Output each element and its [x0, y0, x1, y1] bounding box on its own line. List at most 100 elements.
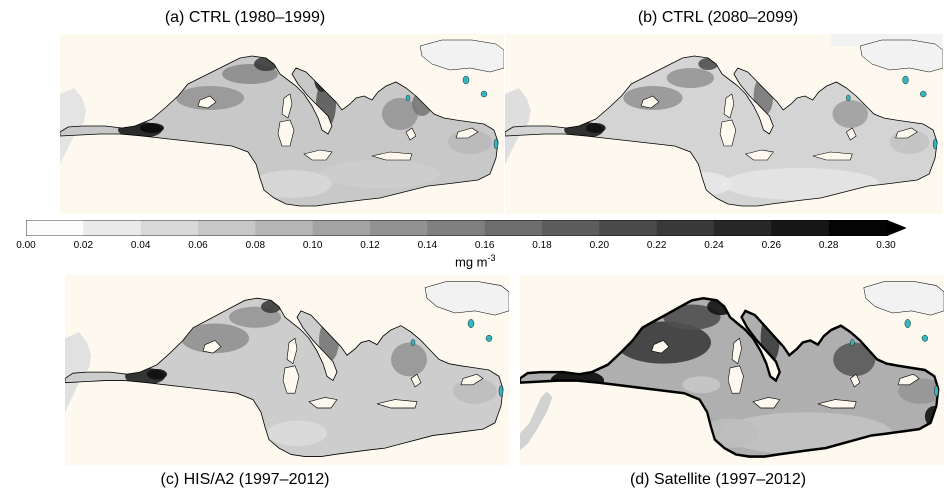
lake [480, 90, 488, 98]
black-sea [863, 281, 944, 316]
chlorophyll-patch [252, 170, 332, 198]
colorbar-swatch [370, 220, 428, 236]
atlantic-ocean [60, 88, 86, 164]
lake [920, 90, 927, 98]
map-panel-c [65, 275, 509, 465]
coastline [520, 296, 940, 458]
colorbar-frame [26, 220, 906, 236]
chlorophyll-patch [147, 368, 167, 380]
colorbar-unit-label: mg m-3 [455, 253, 496, 269]
chlorophyll-patch [285, 416, 425, 451]
colorbar-swatch [26, 220, 84, 236]
chlorophyll-patch [140, 123, 164, 133]
panel-d-title: (d) Satellite (1997–2012) [629, 471, 807, 488]
lake [934, 385, 939, 397]
lake [485, 334, 493, 342]
colorbar-tick-label: 0.04 [130, 240, 151, 251]
island [308, 397, 338, 409]
map-panel-d [520, 275, 944, 465]
colorbar [26, 220, 906, 236]
colorbar-swatch [828, 220, 887, 236]
panel-c-title: (c) HIS/A2 (1997–2012) [160, 471, 330, 488]
colorbar-tick-label: 0.24 [704, 240, 724, 251]
lake [850, 339, 855, 346]
island [850, 373, 861, 388]
island [727, 365, 744, 394]
island [897, 373, 920, 386]
island [303, 149, 333, 161]
panel-b-title: (b) CTRL (2080–2099) [637, 9, 799, 26]
island [752, 397, 781, 409]
colorbar-swatch [83, 220, 142, 236]
island [197, 95, 217, 109]
colorbar-swatch [599, 220, 658, 236]
colorbar-tick-label: 0.20 [589, 240, 610, 251]
chlorophyll-patch [666, 68, 715, 88]
lake [921, 334, 928, 342]
coastline [60, 55, 499, 207]
lake [410, 339, 416, 346]
island [376, 399, 418, 409]
map-a-svg [60, 34, 504, 214]
colorbar-tick-label: 0.08 [245, 240, 266, 251]
colorbar-tick-label: 0.30 [876, 240, 896, 251]
black-sea [419, 39, 504, 73]
black-sea [424, 281, 509, 316]
map-panel-a [60, 34, 504, 214]
lake [846, 94, 851, 102]
island [202, 340, 222, 354]
lake [462, 75, 470, 85]
map-panel-b [505, 34, 943, 214]
island [410, 373, 422, 388]
island [455, 127, 479, 139]
colorbar-swatch [542, 220, 600, 236]
colorbar-tick-label: 0.16 [474, 240, 495, 251]
chlorophyll-patch [832, 100, 869, 128]
colorbar-tick-label: 0.02 [73, 240, 94, 251]
chlorophyll-patch [722, 168, 880, 200]
colorbar-swatch [714, 220, 772, 236]
black-sea [859, 39, 943, 73]
unit-exponent: -3 [487, 253, 496, 263]
lake [498, 385, 504, 397]
colorbar-swatch [484, 220, 543, 236]
atlantic-ocean [505, 88, 531, 164]
colorbar-swatch [427, 220, 486, 236]
island [812, 151, 853, 161]
chlorophyll-patch [391, 342, 427, 377]
coastline [65, 297, 504, 457]
island [845, 127, 857, 141]
colorbar-swatch [140, 220, 199, 236]
island [723, 93, 735, 119]
island [651, 340, 670, 354]
island [719, 119, 737, 147]
colorbar-swatch [656, 220, 715, 236]
island [281, 93, 293, 119]
map-b-svg [505, 34, 943, 214]
colorbar-extend-arrow [886, 220, 906, 236]
colorbar-tick-label: 0.10 [302, 240, 323, 251]
colorbar-tick-label: 0.12 [360, 240, 380, 251]
panel-a-title: (a) CTRL (1980–1999) [164, 9, 326, 26]
colorbar-tick-label: 0.18 [532, 240, 552, 251]
atlantic-ocean [520, 391, 553, 451]
map-c-svg [65, 275, 509, 465]
colorbar-swatch [255, 220, 314, 236]
chlorophyll-patch [267, 420, 327, 446]
colorbar-tick-label: 0.26 [761, 240, 782, 251]
chlorophyll-patch [833, 342, 876, 377]
unit-base: mg m [455, 254, 488, 270]
island [277, 119, 295, 147]
lake [904, 319, 911, 328]
map-d-svg [520, 275, 944, 465]
island [371, 151, 413, 161]
lake [493, 138, 499, 150]
chlorophyll-patch [181, 323, 249, 354]
colorbar-swatch [312, 220, 371, 236]
atlantic-ocean [65, 332, 91, 413]
colorbar-swatch [771, 220, 830, 236]
colorbar-swatch [198, 220, 256, 236]
chlorophyll-patch [320, 160, 440, 188]
lake [405, 94, 411, 102]
chlorophyll-patch [585, 123, 606, 133]
